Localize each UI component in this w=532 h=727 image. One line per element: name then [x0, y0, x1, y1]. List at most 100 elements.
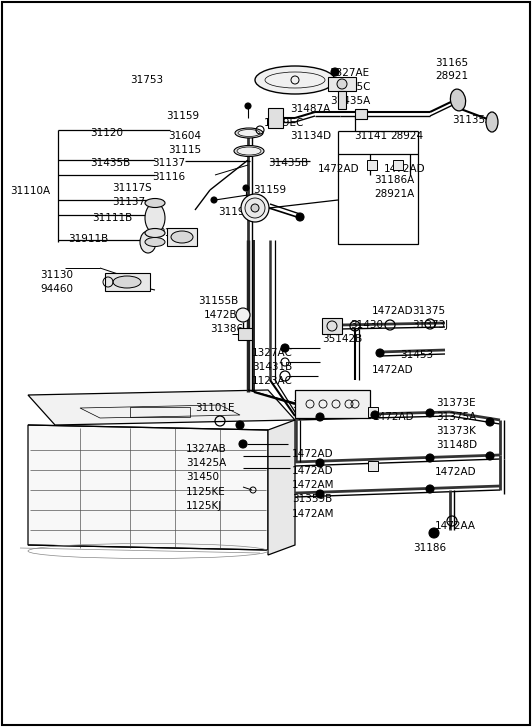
Text: 1472AM: 1472AM	[292, 509, 335, 519]
Text: 31373J: 31373J	[412, 320, 448, 330]
Text: 31487A: 31487A	[290, 104, 330, 114]
Text: 31186: 31186	[413, 543, 446, 553]
Circle shape	[426, 409, 434, 417]
Text: 35142B: 35142B	[322, 334, 362, 344]
Circle shape	[376, 349, 384, 357]
Text: 28921A: 28921A	[374, 189, 414, 199]
Text: 1472AD: 1472AD	[372, 306, 413, 316]
Text: 31190A: 31190A	[218, 207, 258, 217]
Ellipse shape	[145, 238, 165, 246]
Bar	[393, 160, 403, 170]
Circle shape	[243, 185, 249, 191]
Bar	[368, 407, 378, 417]
Circle shape	[331, 68, 339, 76]
Ellipse shape	[171, 231, 193, 243]
Text: 31604: 31604	[168, 131, 201, 141]
Text: 31148D: 31148D	[436, 440, 477, 450]
Bar	[105, 273, 150, 291]
Circle shape	[239, 440, 247, 448]
Text: 1472AD: 1472AD	[384, 164, 426, 174]
Bar	[295, 390, 370, 418]
Text: 31116: 31116	[152, 172, 185, 182]
Circle shape	[281, 344, 289, 352]
Circle shape	[426, 454, 434, 462]
Text: 1472BA: 1472BA	[204, 310, 245, 320]
Circle shape	[211, 197, 217, 203]
Text: 1472AM: 1472AM	[292, 480, 335, 490]
Text: 1123AC: 1123AC	[252, 376, 293, 386]
Text: 31159: 31159	[166, 111, 199, 121]
Ellipse shape	[140, 231, 156, 253]
Text: 31375: 31375	[412, 306, 445, 316]
Text: 31453: 31453	[400, 350, 433, 360]
Text: 31435C: 31435C	[330, 82, 370, 92]
Text: 1472AD: 1472AD	[292, 466, 334, 476]
Text: 1125KE: 1125KE	[186, 487, 226, 497]
Text: 1327AB: 1327AB	[186, 444, 227, 454]
Text: 31117S: 31117S	[112, 183, 152, 193]
Circle shape	[251, 204, 259, 212]
Text: 94460: 94460	[40, 284, 73, 294]
Ellipse shape	[145, 198, 165, 207]
Text: 1129EC: 1129EC	[264, 118, 304, 128]
Text: 1327AE: 1327AE	[330, 68, 370, 78]
Ellipse shape	[235, 128, 263, 138]
Text: 1472AD: 1472AD	[372, 365, 413, 375]
Bar	[238, 328, 252, 340]
Text: 28924: 28924	[390, 131, 423, 141]
Text: 1472AD: 1472AD	[318, 164, 360, 174]
Circle shape	[486, 452, 494, 460]
Text: 31111B: 31111B	[92, 213, 132, 223]
Text: 31375A: 31375A	[436, 412, 476, 422]
Text: 31435B: 31435B	[268, 158, 308, 168]
Text: 31410: 31410	[292, 400, 325, 410]
Ellipse shape	[245, 198, 265, 218]
Text: 31159: 31159	[253, 185, 286, 195]
Text: 31373K: 31373K	[436, 426, 476, 436]
Text: 31431B: 31431B	[252, 362, 292, 372]
Ellipse shape	[241, 194, 269, 222]
Text: 31134D: 31134D	[290, 131, 331, 141]
Ellipse shape	[236, 308, 250, 322]
Text: 31120: 31120	[90, 128, 123, 138]
Text: 1472AA: 1472AA	[435, 521, 476, 531]
Bar	[367, 160, 377, 170]
Circle shape	[316, 490, 324, 498]
Bar	[328, 77, 356, 91]
Text: 31753: 31753	[130, 75, 163, 85]
Text: 1472AD: 1472AD	[373, 412, 414, 422]
Text: 1327AC: 1327AC	[252, 348, 293, 358]
Text: 1472AD: 1472AD	[435, 467, 477, 477]
Circle shape	[371, 411, 379, 419]
Text: 31386: 31386	[210, 324, 243, 334]
Bar	[368, 461, 378, 471]
Polygon shape	[268, 420, 295, 555]
Text: 31430: 31430	[350, 320, 383, 330]
Ellipse shape	[237, 147, 261, 155]
Ellipse shape	[451, 89, 466, 111]
Text: 31141: 31141	[354, 131, 387, 141]
Ellipse shape	[145, 228, 165, 238]
Text: 31137: 31137	[112, 197, 145, 207]
Text: 31911B: 31911B	[68, 234, 108, 244]
Bar	[268, 108, 283, 128]
Text: 31186A: 31186A	[374, 175, 414, 185]
Ellipse shape	[255, 66, 335, 94]
Text: 31135A: 31135A	[452, 115, 492, 125]
Circle shape	[316, 459, 324, 467]
Text: 28921: 28921	[435, 71, 468, 81]
Bar	[130, 407, 190, 417]
Polygon shape	[28, 425, 268, 550]
Bar	[167, 228, 197, 246]
Circle shape	[245, 103, 251, 109]
Text: 31101E: 31101E	[195, 403, 235, 413]
Bar	[338, 154, 418, 244]
Text: 31155B: 31155B	[198, 296, 238, 306]
Circle shape	[426, 485, 434, 493]
Ellipse shape	[234, 145, 264, 156]
Text: 31110A: 31110A	[10, 186, 50, 196]
Circle shape	[296, 213, 304, 221]
Text: 1472AD: 1472AD	[292, 449, 334, 459]
Text: 31130: 31130	[40, 270, 73, 280]
Circle shape	[236, 421, 244, 429]
